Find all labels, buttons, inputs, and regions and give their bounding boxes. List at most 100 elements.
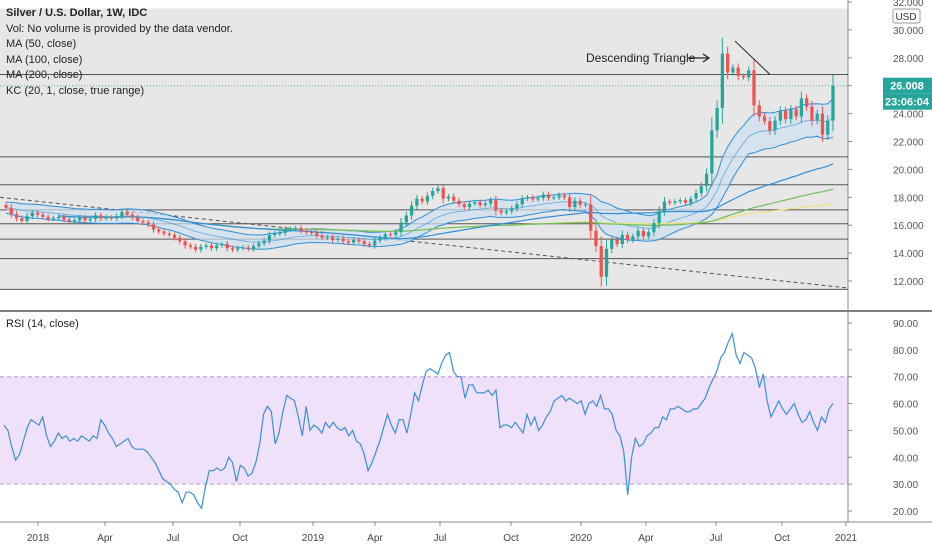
price-tick-label: 14.000 xyxy=(893,249,924,260)
time-tick-label: Oct xyxy=(774,533,790,544)
candle-body xyxy=(726,53,730,73)
legend-ma100[interactable]: MA (100, close) xyxy=(6,53,83,66)
candle-body xyxy=(567,197,572,208)
candle-body xyxy=(589,204,593,231)
candle-body xyxy=(151,224,156,230)
candle-body xyxy=(689,198,693,203)
rsi-tick-label: 90.00 xyxy=(893,319,918,330)
candle-body xyxy=(14,214,19,219)
candle-body xyxy=(720,53,725,109)
chart-title: Silver / U.S. Dollar, 1W, IDC xyxy=(6,7,148,19)
candle-body xyxy=(783,110,788,120)
candle-body xyxy=(757,105,761,117)
candle-body xyxy=(647,232,651,237)
legend-ma200[interactable]: MA (200, close) xyxy=(6,69,83,81)
candle-body xyxy=(178,237,182,242)
candle-body xyxy=(83,217,87,221)
candle-body xyxy=(157,229,161,232)
candle-body xyxy=(599,246,603,277)
candle-body xyxy=(57,216,61,219)
candle-body xyxy=(478,202,482,205)
candle-body xyxy=(652,223,656,233)
legend-keltner[interactable]: KC (20, 1, close, true range) xyxy=(6,84,145,97)
time-tick-label: Jul xyxy=(710,533,723,544)
candle-body xyxy=(162,231,166,234)
candle-body xyxy=(373,240,377,246)
candle-body xyxy=(620,234,624,245)
countdown-tag xyxy=(883,93,932,110)
candle-body xyxy=(436,188,440,192)
candle-body xyxy=(273,233,277,235)
candle-body xyxy=(267,234,272,241)
candle-body xyxy=(114,216,119,219)
time-tick-label: 2021 xyxy=(835,533,858,544)
price-range-shading xyxy=(0,8,848,290)
time-tick-label: Apr xyxy=(97,533,113,544)
candle-body xyxy=(362,241,366,245)
candle-body xyxy=(541,194,545,198)
candle-body xyxy=(820,113,825,135)
candle-body xyxy=(736,67,740,76)
candle-body xyxy=(789,109,793,120)
candle-body xyxy=(483,203,487,205)
candle-body xyxy=(346,241,351,243)
candle-body xyxy=(583,204,588,206)
time-tick-label: Jul xyxy=(434,533,447,544)
candle-body xyxy=(399,222,403,233)
triangle-top-line xyxy=(734,40,771,75)
candle-body xyxy=(46,216,50,219)
legend-volume[interactable]: Vol: No volume is provided by the data v… xyxy=(6,22,233,35)
candle-body xyxy=(457,200,461,205)
rsi-tick-label: 70.00 xyxy=(893,373,918,384)
candle-body xyxy=(473,202,477,204)
candle-body xyxy=(304,230,308,233)
candle-body xyxy=(220,244,224,246)
candle-body xyxy=(99,215,103,219)
candle-body xyxy=(236,248,240,250)
candle-body xyxy=(531,197,535,200)
candle-body xyxy=(172,234,177,238)
candle-body xyxy=(752,70,756,106)
candle-body xyxy=(388,234,393,236)
time-tick-label: 2019 xyxy=(302,533,325,544)
candle-body xyxy=(741,75,746,78)
candle-body xyxy=(146,222,150,225)
candle-body xyxy=(678,200,682,202)
rsi-tick-label: 30.00 xyxy=(893,480,918,491)
candle-body xyxy=(631,236,635,240)
candle-body xyxy=(35,212,40,215)
candle-body xyxy=(510,208,514,212)
candle-body xyxy=(315,232,319,236)
candle-body xyxy=(594,230,598,247)
legend-ma50[interactable]: MA (50, close) xyxy=(6,38,77,50)
candle-body xyxy=(78,217,82,221)
candle-body xyxy=(125,211,129,215)
candle-body xyxy=(325,237,329,239)
candle-body xyxy=(120,211,124,217)
candle-body xyxy=(641,230,646,237)
price-tick-label: 22.000 xyxy=(893,138,924,149)
candle-body xyxy=(283,229,287,233)
rsi-tick-label: 50.00 xyxy=(893,426,918,437)
price-tick-label: 20.000 xyxy=(893,165,924,176)
candle-body xyxy=(415,198,419,206)
rsi-tick-label: 40.00 xyxy=(893,453,918,464)
candle-body xyxy=(662,201,667,212)
candle-body xyxy=(794,109,798,117)
candle-body xyxy=(320,235,324,238)
candle-body xyxy=(831,85,835,121)
price-tick-label: 28.000 xyxy=(893,54,924,65)
candle-body xyxy=(826,120,830,135)
candle-body xyxy=(104,217,108,219)
candle-body xyxy=(357,239,361,242)
price-tick-label: 32.000 xyxy=(893,0,924,9)
rsi-legend[interactable]: RSI (14, close) xyxy=(6,318,79,330)
candle-body xyxy=(762,116,767,122)
candle-body xyxy=(62,216,66,220)
candle-body xyxy=(330,237,335,240)
currency-box xyxy=(892,8,921,24)
candle-body xyxy=(699,186,703,194)
candle-body xyxy=(167,233,171,235)
